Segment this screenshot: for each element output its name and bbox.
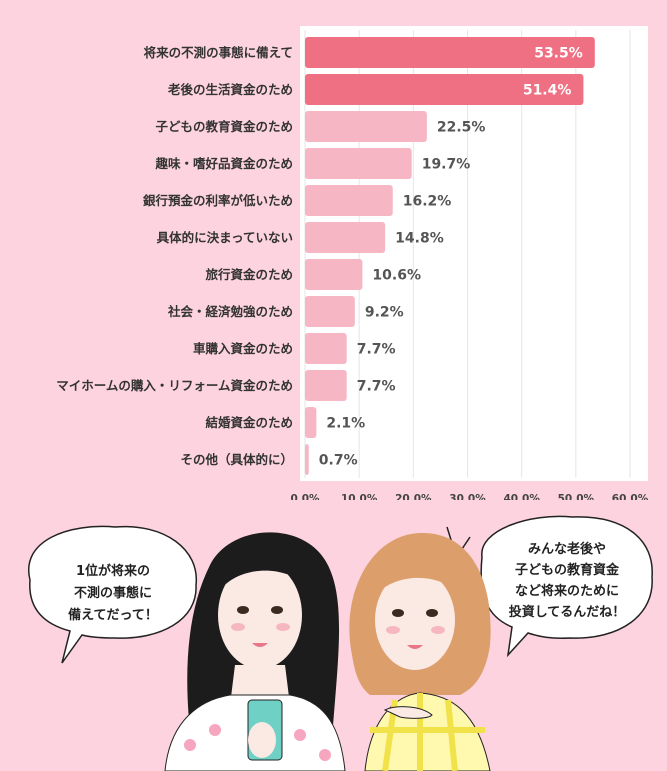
value-label: 22.5% xyxy=(437,120,486,136)
bar xyxy=(305,37,595,68)
x-tick-label: 0.0% xyxy=(290,493,320,500)
category-label: その他（具体的に） xyxy=(180,452,293,467)
bar xyxy=(305,444,309,475)
bubble-line: 不測の事態に xyxy=(74,585,152,601)
category-label: 将来の不測の事態に備えて xyxy=(144,45,293,60)
value-label: 0.7% xyxy=(319,453,358,469)
category-label: 車購入資金のため xyxy=(193,341,293,356)
value-label: 7.7% xyxy=(357,342,396,358)
woman-left xyxy=(164,532,346,771)
bubble-line: みんな老後や xyxy=(528,541,606,557)
bar xyxy=(305,148,412,179)
value-label: 53.5% xyxy=(534,46,583,62)
bubble-line: など将来のために xyxy=(515,583,619,599)
bubble-right-text: みんな老後や子どもの教育資金など将来のために投資してるんだね！ xyxy=(509,541,626,620)
bubble-left-text: 1位が将来の不測の事態に備えてだって！ xyxy=(68,563,158,623)
category-label: 具体的に決まっていない xyxy=(156,230,293,245)
bar xyxy=(305,407,317,438)
category-label: 旅行資金のため xyxy=(204,267,293,282)
bar-chart: 将来の不測の事態に備えて 53.5% 老後の生活資金のため 51.4% 子どもの教育資金… xyxy=(56,30,649,500)
category-label: 趣味・嗜好品資金のため xyxy=(154,156,293,171)
value-label: 51.4% xyxy=(523,83,572,99)
bar xyxy=(305,74,584,105)
bubble-line: 1位が将来の xyxy=(76,563,150,579)
category-label: 結婚資金のため xyxy=(205,415,293,430)
value-label: 19.7% xyxy=(422,157,471,173)
category-label: マイホームの購入・リフォーム資金のため xyxy=(56,378,293,393)
bar xyxy=(305,333,347,364)
value-label: 10.6% xyxy=(372,268,421,284)
value-label: 14.8% xyxy=(395,231,444,247)
category-label: 銀行預金の利率が低いため xyxy=(142,193,293,208)
x-tick-label: 10.0% xyxy=(341,493,378,500)
category-label: 子どもの教育資金のため xyxy=(155,119,293,134)
value-label: 9.2% xyxy=(365,305,404,321)
bar xyxy=(305,370,347,401)
x-tick-label: 30.0% xyxy=(449,493,486,500)
bar xyxy=(305,222,386,253)
value-label: 16.2% xyxy=(403,194,452,210)
category-label: 社会・経済勉強のため xyxy=(167,304,293,319)
bar xyxy=(305,259,363,290)
woman-right xyxy=(349,532,491,771)
value-label: 7.7% xyxy=(357,379,396,395)
category-label: 老後の生活資金のため xyxy=(167,82,293,97)
bar xyxy=(305,296,355,327)
value-label: 2.1% xyxy=(326,416,365,432)
bar xyxy=(305,185,393,216)
x-tick-label: 60.0% xyxy=(612,493,649,500)
x-tick-label: 20.0% xyxy=(395,493,432,500)
bubble-line: 備えてだって！ xyxy=(68,607,158,623)
illustration: 1位が将来の不測の事態に備えてだって！ みんな老後や子どもの教育資金など将来のた… xyxy=(27,515,653,771)
bubble-line: 投資してるんだね！ xyxy=(509,604,626,620)
x-tick-label: 40.0% xyxy=(503,493,540,500)
speech-bubble-left: 1位が将来の不測の事態に備えてだって！ xyxy=(27,525,197,664)
speech-bubble-right: みんな老後や子どもの教育資金など将来のために投資してるんだね！ xyxy=(480,515,653,658)
bar xyxy=(305,111,427,142)
bubble-line: 子どもの教育資金 xyxy=(515,562,620,578)
x-tick-label: 50.0% xyxy=(558,493,595,500)
